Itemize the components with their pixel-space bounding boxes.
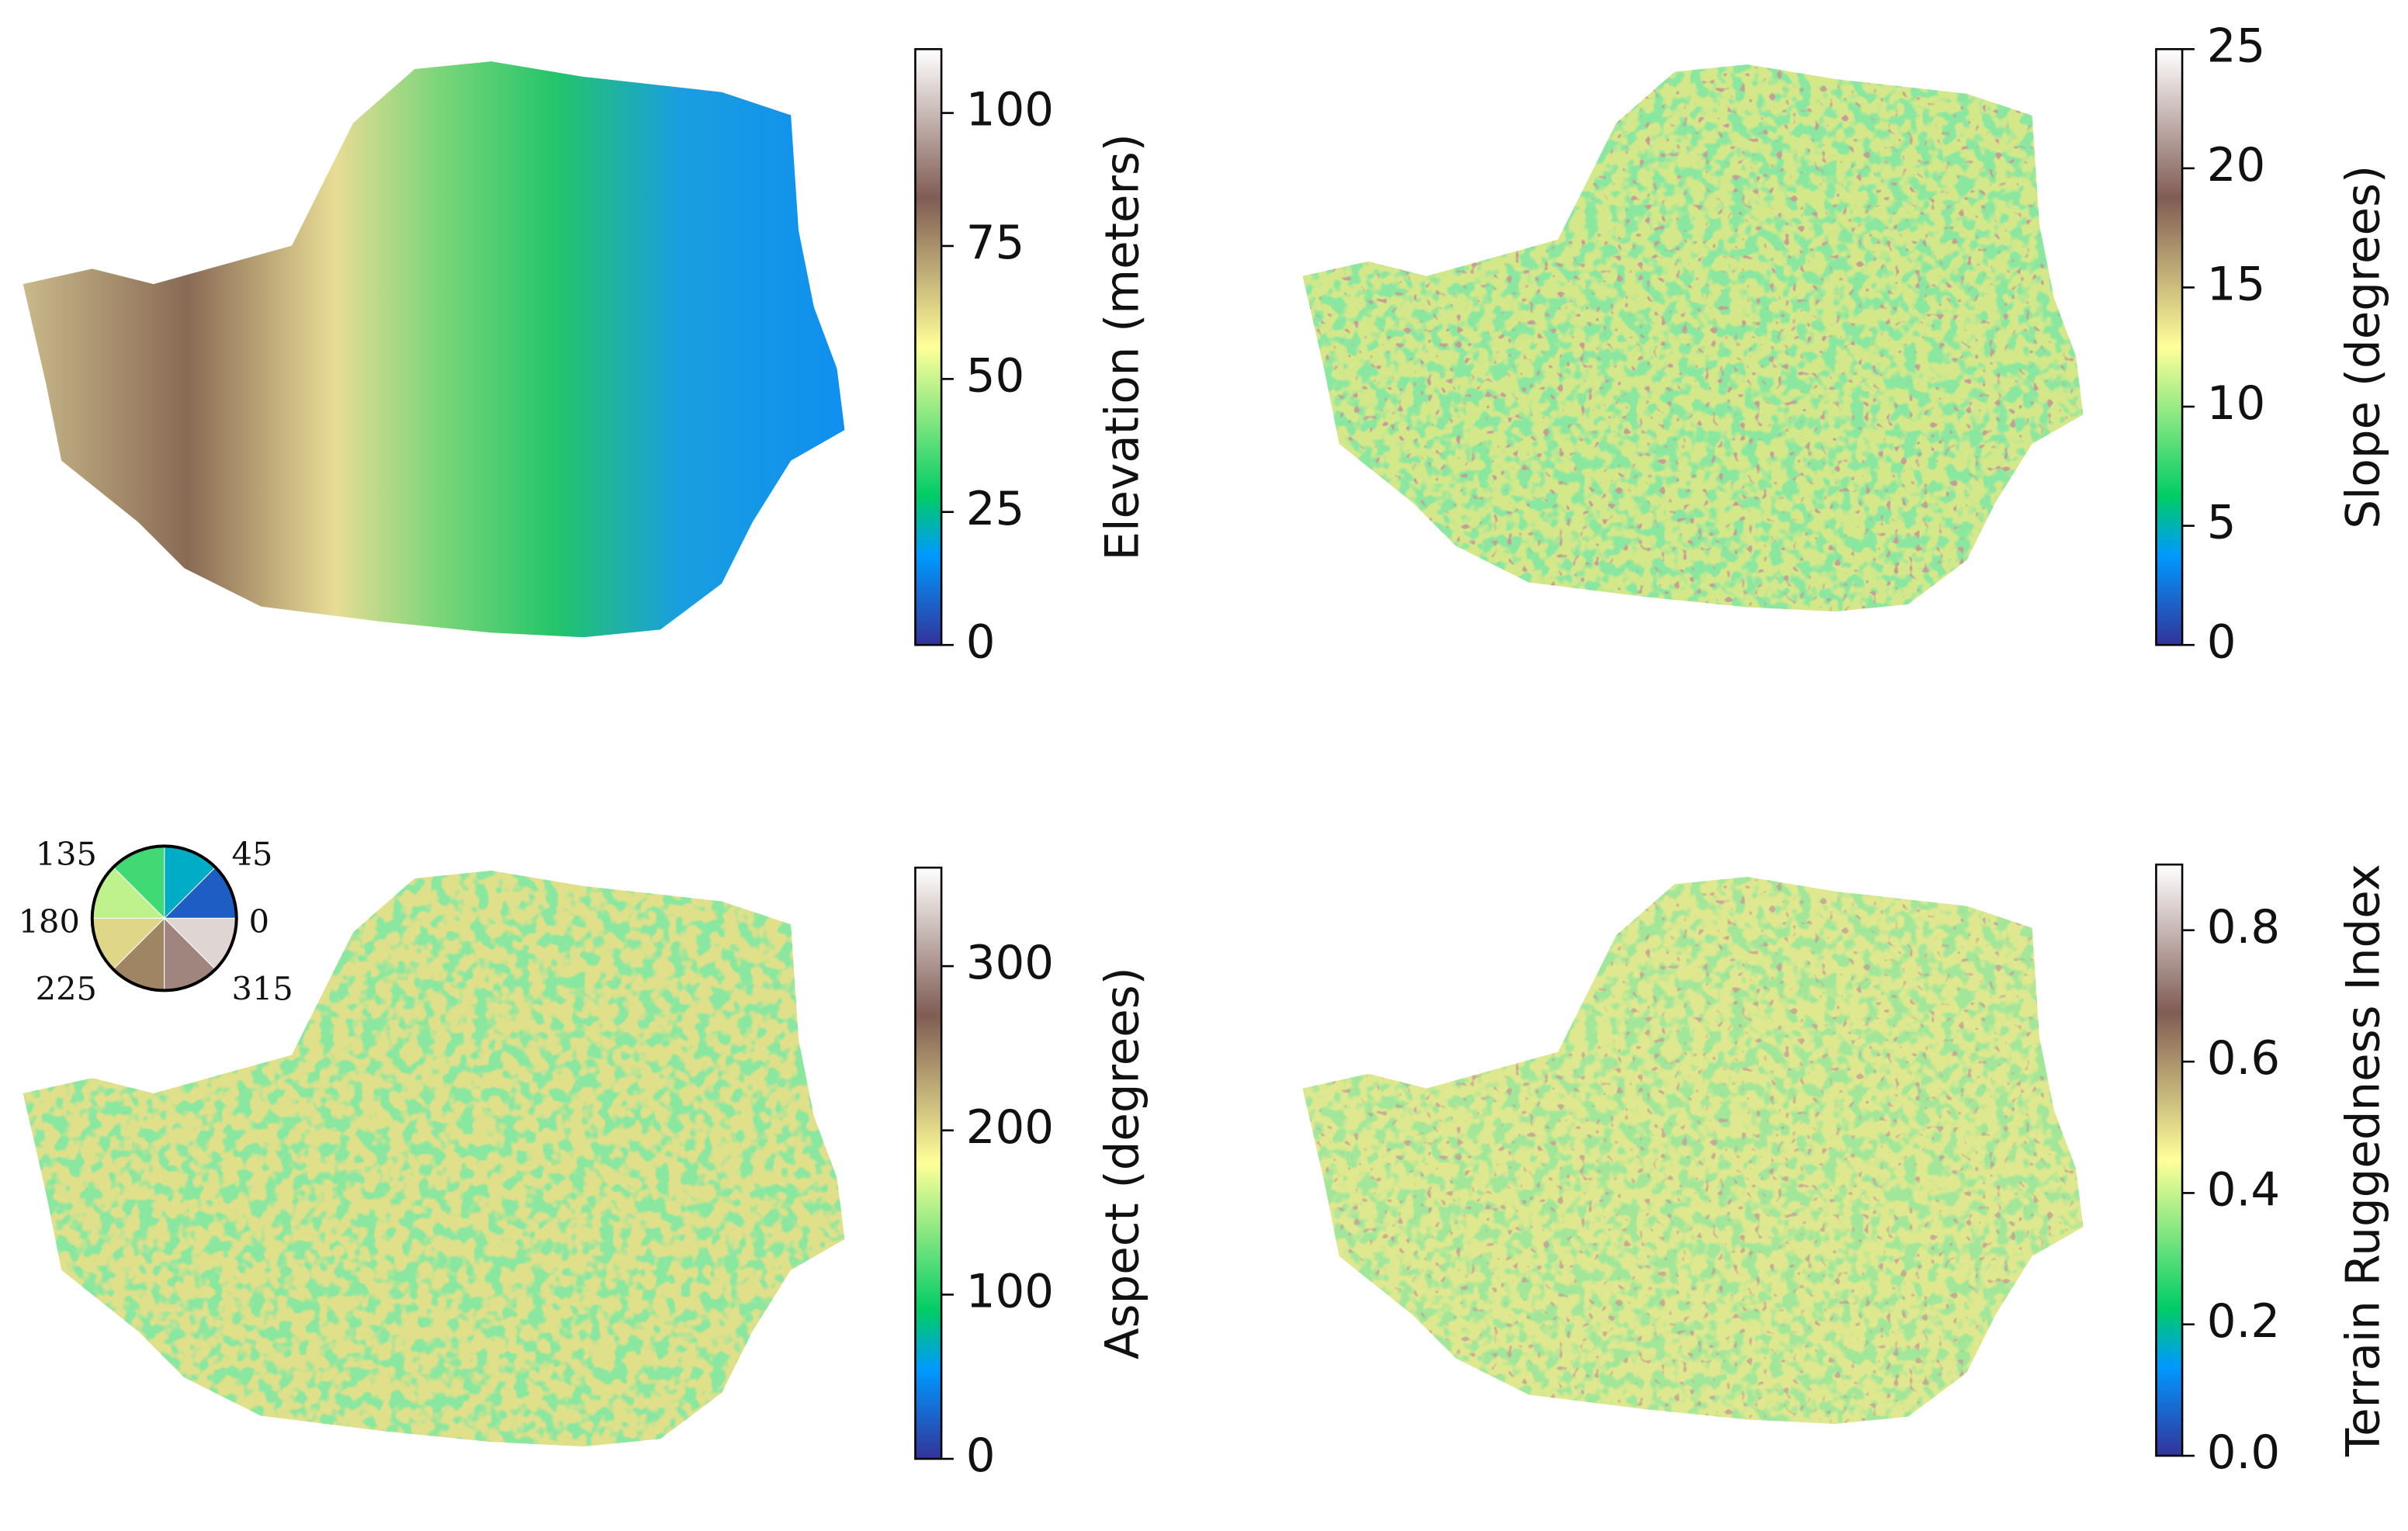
colorbar-tick-label: 20	[2207, 138, 2266, 192]
wheel-label: 0	[249, 902, 269, 940]
colorbar-tick-label: 300	[966, 936, 1054, 989]
colorbar	[2155, 48, 2184, 646]
elevation-map	[23, 61, 845, 638]
colorbar-tick-label: 25	[2207, 19, 2266, 72]
colorbar-label: Aspect (degrees)	[1096, 967, 1149, 1360]
wheel-label: 45	[232, 835, 273, 873]
colorbar-tick-label: 0.4	[2207, 1163, 2280, 1217]
colorbar-tick-label: 10	[2207, 376, 2266, 430]
colorbar-tick-label: 25	[966, 482, 1025, 535]
colorbar-tick-label: 15	[2207, 258, 2266, 311]
colorbar-tick-label: 5	[2207, 496, 2236, 549]
wheel-label: 135	[36, 835, 97, 873]
colorbar-tick-label: 100	[966, 83, 1054, 137]
maps	[23, 61, 2084, 1447]
colorbar-tick-label: 0.2	[2207, 1294, 2280, 1348]
colorbar-tick-label: 50	[966, 348, 1025, 402]
colorbar-tick-label: 0	[2207, 615, 2236, 668]
colorbar-label: Slope (degrees)	[2337, 165, 2390, 529]
colorbar	[914, 866, 943, 1460]
slope-map	[1302, 64, 2084, 612]
wheel-label: 225	[36, 970, 97, 1008]
wheel-outline	[90, 844, 238, 992]
colorbar-tick-label: 200	[966, 1100, 1054, 1154]
colorbar-tick-label: 0.6	[2207, 1031, 2280, 1085]
colorbar	[914, 48, 943, 646]
colorbar-tick-label: 0	[966, 615, 996, 668]
colorbar-label: Terrain Ruggedness Index	[2337, 864, 2390, 1457]
wheel-label: 315	[232, 970, 293, 1008]
ruggedness-map	[1302, 876, 2084, 1424]
colorbar	[2155, 863, 2184, 1457]
colorbar-tick-label: 75	[966, 216, 1025, 269]
wheel-label: 180	[19, 902, 80, 940]
colorbar-label: Elevation (meters)	[1096, 133, 1149, 560]
colorbar-tick-label: 100	[966, 1264, 1054, 1318]
colorbar-tick-label: 0.0	[2207, 1425, 2280, 1479]
colorbar-tick-label: 0.8	[2207, 900, 2280, 954]
colorbar-tick-label: 0	[966, 1429, 996, 1482]
